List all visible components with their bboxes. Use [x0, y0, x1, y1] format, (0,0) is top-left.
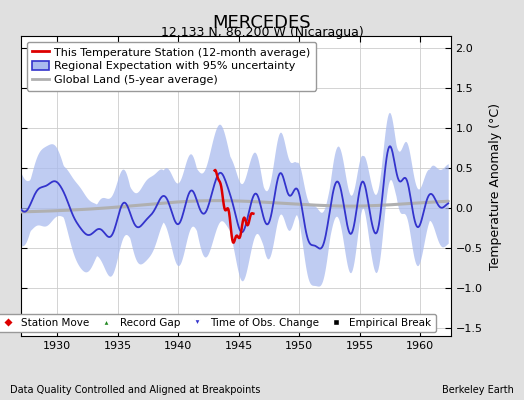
Y-axis label: Temperature Anomaly (°C): Temperature Anomaly (°C): [489, 102, 503, 270]
Text: Data Quality Controlled and Aligned at Breakpoints: Data Quality Controlled and Aligned at B…: [10, 385, 261, 395]
Text: Berkeley Earth: Berkeley Earth: [442, 385, 514, 395]
Text: MERCEDES: MERCEDES: [213, 14, 311, 32]
Text: 12.133 N, 86.200 W (Nicaragua): 12.133 N, 86.200 W (Nicaragua): [161, 26, 363, 39]
Legend: Station Move, Record Gap, Time of Obs. Change, Empirical Break: Station Move, Record Gap, Time of Obs. C…: [0, 314, 435, 332]
